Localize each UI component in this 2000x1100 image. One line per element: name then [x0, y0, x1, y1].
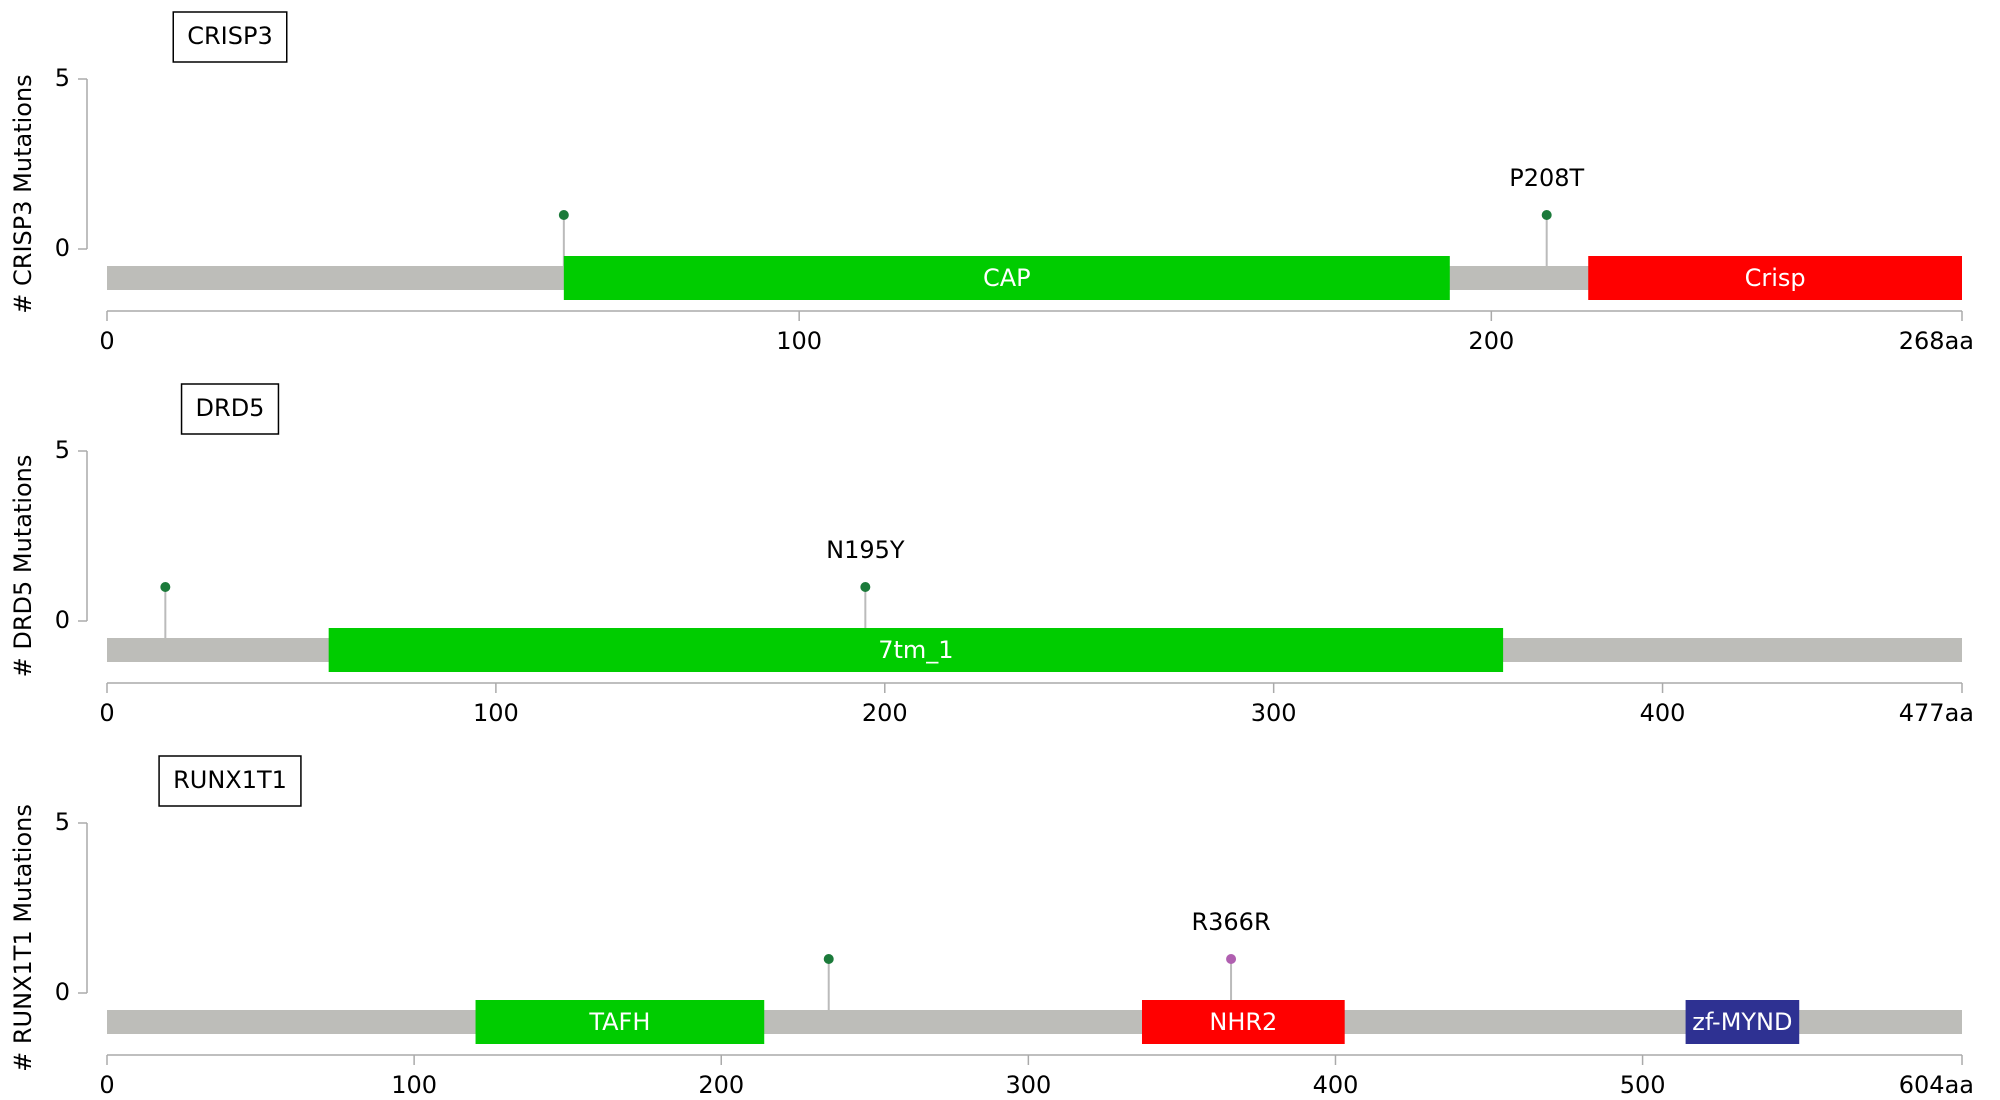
- lollipop-head: [823, 954, 834, 964]
- gene-panel: DRD5# DRD5 Mutations 050 100 200 300 400 477aa…: [9, 383, 1974, 727]
- y-tick-label: 5: [55, 808, 70, 836]
- gene-title-box: [158, 755, 302, 807]
- x-tick-label: 268aa: [1899, 327, 1974, 355]
- gene-title-box: [172, 11, 288, 63]
- gene-title-box: [180, 383, 280, 435]
- y-tick-label: 0: [55, 978, 70, 1006]
- y-axis-label: # CRISP3 Mutations: [9, 74, 37, 313]
- x-tick-label: 200: [862, 699, 908, 727]
- mutation-label: R366R: [1191, 908, 1270, 936]
- domain: [1141, 1000, 1345, 1044]
- lollipop-head: [1226, 954, 1237, 964]
- lollipop-head: [160, 582, 171, 592]
- x-tick-label: 200: [698, 1071, 744, 1099]
- lollipop-head: [558, 210, 569, 220]
- lollipop-head: [1541, 210, 1552, 220]
- x-tick-label: 0: [99, 1071, 114, 1099]
- domain-label: NHR2: [1209, 1008, 1277, 1036]
- domain-label: 7tm_1: [878, 636, 953, 664]
- domain-label: zf-MYND: [1692, 1008, 1792, 1036]
- mutation-label: P208T: [1509, 164, 1584, 192]
- x-tick-label: 400: [1313, 1071, 1359, 1099]
- x-tick-label: 0: [99, 699, 114, 727]
- x-tick-label: 100: [776, 327, 822, 355]
- protein-backbone: [107, 1010, 1962, 1034]
- gene-panel: CRISP3# CRISP3 Mutations 050 100 200 268aaP2…: [9, 11, 1974, 355]
- gene-panel: RUNX1T1# RUNX1T1 Mutations 050 100 200 300 40…: [9, 755, 1974, 1099]
- gene-title: CRISP3: [187, 22, 273, 50]
- domain-label: TAFH: [588, 1008, 650, 1036]
- y-tick-label: 5: [55, 64, 70, 92]
- y-tick-label: 5: [55, 436, 70, 464]
- gene-title: DRD5: [196, 394, 265, 422]
- y-axis-label: # DRD5 Mutations: [9, 455, 37, 678]
- x-tick-label: 300: [1005, 1071, 1051, 1099]
- x-tick-label: 100: [473, 699, 519, 727]
- domain: [475, 1000, 765, 1044]
- x-tick-label: 604aa: [1899, 1071, 1974, 1099]
- x-tick-label: 400: [1640, 699, 1686, 727]
- x-tick-label: 300: [1251, 699, 1297, 727]
- x-tick-label: 477aa: [1899, 699, 1974, 727]
- mutation-label: N195Y: [826, 536, 905, 564]
- x-tick-label: 200: [1468, 327, 1514, 355]
- domain: [1588, 256, 1962, 300]
- x-tick-label: 100: [391, 1071, 437, 1099]
- x-tick-label: 500: [1620, 1071, 1666, 1099]
- lollipop-head: [860, 582, 871, 592]
- x-tick-label: 0: [99, 327, 114, 355]
- y-axis-label: # RUNX1T1 Mutations: [9, 804, 37, 1072]
- domain-label: Crisp: [1745, 264, 1806, 292]
- y-tick-label: 0: [55, 234, 70, 262]
- y-tick-label: 0: [55, 606, 70, 634]
- domain: [328, 628, 1504, 672]
- domain-label: CAP: [983, 264, 1031, 292]
- domain: [1685, 1000, 1800, 1044]
- gene-title: RUNX1T1: [173, 766, 287, 794]
- domain: [563, 256, 1450, 300]
